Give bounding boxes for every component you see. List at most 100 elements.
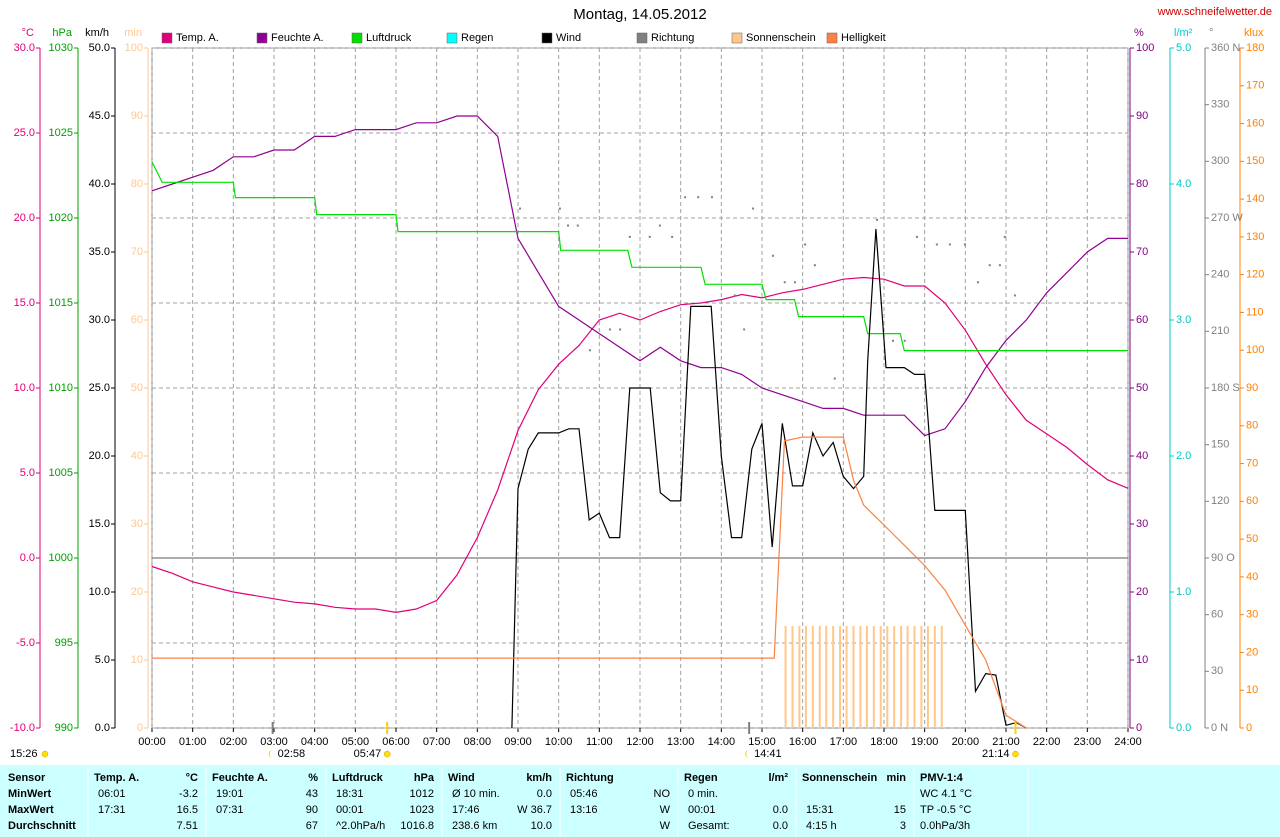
y-tick-label: 10.0 bbox=[14, 382, 35, 394]
y-tick-label: 0.0 bbox=[1176, 722, 1191, 734]
y-tick-label: 160 bbox=[1246, 117, 1264, 129]
y-tick-label: 60 bbox=[131, 314, 143, 326]
group-unit: min bbox=[886, 772, 906, 784]
group-title: Feuchte A. bbox=[212, 772, 268, 784]
table-cell: 17:46 bbox=[452, 804, 480, 816]
y-tick-label: 50.0 bbox=[89, 42, 110, 54]
y-tick-label: 100 bbox=[125, 42, 143, 54]
direction-dot bbox=[697, 196, 700, 199]
table-cell: W 36.7 bbox=[517, 804, 552, 816]
table-cell: ^2.0hPa/h bbox=[336, 820, 385, 832]
direction-dot bbox=[988, 264, 991, 267]
table-cell: W bbox=[660, 804, 671, 816]
y-tick-label: 1010 bbox=[49, 382, 73, 394]
y-tick-label: 70 bbox=[1136, 246, 1148, 258]
y-tick-label: -10.0 bbox=[10, 722, 35, 734]
table-cell: 238.6 km bbox=[452, 820, 497, 832]
y-tick-label: 10 bbox=[131, 654, 143, 666]
sun-icon bbox=[1012, 750, 1019, 758]
row-label: Durchschnitt bbox=[8, 820, 76, 832]
x-tick-label: 03:00 bbox=[260, 736, 288, 748]
y-tick-label: 10.0 bbox=[89, 586, 110, 598]
y-tick-label: 270 W bbox=[1211, 212, 1243, 224]
direction-dot bbox=[710, 196, 713, 199]
y-tick-label: 25.0 bbox=[14, 127, 35, 139]
series-line bbox=[151, 115, 1128, 437]
table-cell: 0.0 bbox=[773, 820, 788, 832]
y-tick-label: 30 bbox=[1246, 609, 1258, 621]
table-cell: 00:01 bbox=[688, 804, 716, 816]
y-tick-label: -5.0 bbox=[16, 637, 35, 649]
sunshine-bar bbox=[784, 626, 787, 728]
x-tick-label: 11:00 bbox=[586, 736, 613, 748]
table-cell: 1023 bbox=[410, 804, 434, 816]
y-tick-label: 30 bbox=[131, 518, 143, 530]
group-unit: % bbox=[308, 772, 318, 784]
y-tick-label: 40.0 bbox=[89, 178, 110, 190]
legend-swatch bbox=[351, 32, 363, 44]
direction-dot bbox=[1003, 235, 1006, 238]
y-tick-label: 170 bbox=[1246, 80, 1264, 92]
table-cell: 1012 bbox=[410, 788, 434, 800]
y-tick-label: 330 bbox=[1211, 99, 1229, 111]
direction-dot bbox=[976, 281, 979, 284]
sunshine-bar bbox=[845, 626, 848, 728]
table-cell: 10.0 bbox=[531, 820, 552, 832]
y-tick-label: 100 bbox=[1246, 344, 1264, 356]
table-cell: 19:01 bbox=[216, 788, 244, 800]
y-tick-label: 0.0 bbox=[95, 722, 110, 734]
y-tick-label: 5.0 bbox=[95, 654, 110, 666]
legend-label: Feuchte A. bbox=[271, 32, 324, 44]
y-tick-label: 90 O bbox=[1211, 552, 1235, 564]
table-cell: 18:31 bbox=[336, 788, 364, 800]
table-cell: 0.0 bbox=[537, 788, 552, 800]
y-tick-label: 70 bbox=[131, 246, 143, 258]
sun-icon bbox=[383, 750, 391, 758]
direction-dot bbox=[608, 328, 611, 331]
table-cell: 15 bbox=[894, 804, 906, 816]
direction-dot bbox=[684, 196, 687, 199]
group-title: Luftdruck bbox=[332, 772, 384, 784]
sunshine-bar bbox=[879, 626, 882, 728]
axis-unit: hPa bbox=[52, 27, 72, 39]
x-tick-label: 23:00 bbox=[1074, 736, 1102, 748]
table-cell: 1016.8 bbox=[400, 820, 434, 832]
table-cell: 3 bbox=[900, 820, 906, 832]
y-tick-label: 80 bbox=[1136, 178, 1148, 190]
table-cell: 06:01 bbox=[98, 788, 126, 800]
sunshine-bar bbox=[920, 626, 923, 728]
y-tick-label: 2.0 bbox=[1176, 450, 1191, 462]
legend-swatch bbox=[826, 32, 838, 44]
table-cell: 0.0 bbox=[773, 804, 788, 816]
y-tick-label: 30.0 bbox=[14, 42, 35, 54]
legend-swatch bbox=[636, 32, 648, 44]
y-tick-label: 15.0 bbox=[14, 297, 35, 309]
series-line bbox=[151, 276, 1129, 614]
axis-unit: min bbox=[124, 27, 142, 39]
sunshine-bar bbox=[798, 626, 801, 728]
direction-dot bbox=[567, 224, 570, 227]
y-tick-label: 120 bbox=[1211, 495, 1229, 507]
table-cell: 16.5 bbox=[177, 804, 198, 816]
sunshine-bar bbox=[893, 626, 896, 728]
table-cell: 05:46 bbox=[570, 788, 598, 800]
row-label: MaxWert bbox=[8, 804, 54, 816]
x-tick-label: 24:00 bbox=[1114, 736, 1142, 748]
y-tick-label: 60 bbox=[1246, 495, 1258, 507]
x-tick-label: 20:00 bbox=[952, 736, 980, 748]
sun-icon bbox=[41, 750, 49, 758]
corner-time: 15:26 bbox=[10, 748, 38, 760]
table-cell: 00:01 bbox=[336, 804, 364, 816]
y-tick-label: 0.0 bbox=[20, 552, 35, 564]
sunshine-bar bbox=[818, 626, 821, 728]
row-label: MinWert bbox=[8, 788, 52, 800]
y-tick-label: 120 bbox=[1246, 269, 1264, 281]
table-cell: NO bbox=[654, 788, 671, 800]
y-tick-label: 1000 bbox=[49, 552, 73, 564]
direction-dot bbox=[903, 339, 906, 342]
group-title: PMV-1:4 bbox=[920, 772, 964, 784]
y-tick-label: 4.0 bbox=[1176, 178, 1191, 190]
x-tick-label: 22:00 bbox=[1033, 736, 1061, 748]
legend-swatch bbox=[161, 32, 173, 44]
legend-label: Sonnenschein bbox=[746, 32, 816, 44]
